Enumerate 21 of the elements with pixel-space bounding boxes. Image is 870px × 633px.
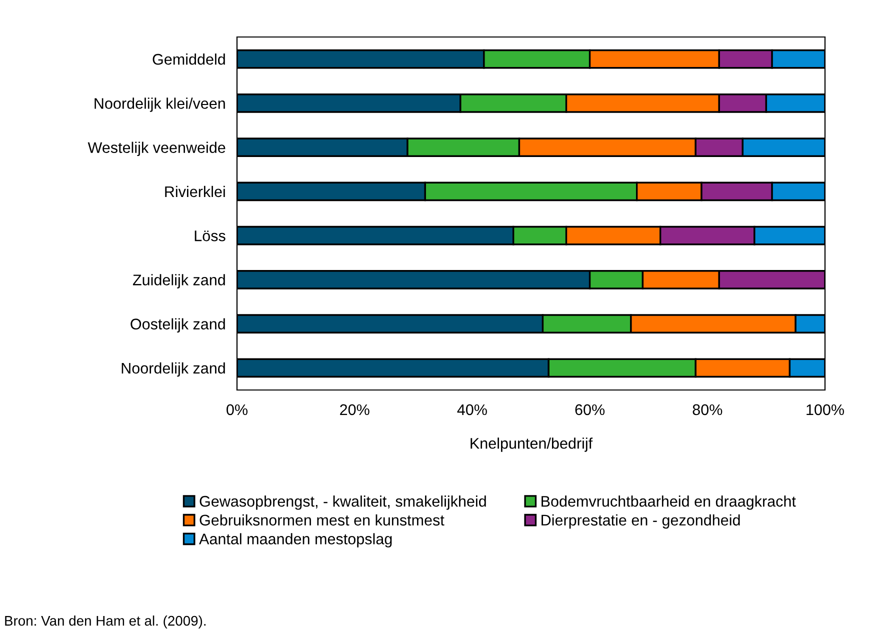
y-tick-label: Noordelijk zand <box>122 362 225 377</box>
text: Bron: Van den Ham et al. (2009). <box>5 616 206 628</box>
legend-label: Aantal maanden mestopslag <box>199 533 392 548</box>
y-tick-label: Löss <box>194 230 226 242</box>
x-tick-label: 80% <box>692 404 722 416</box>
y-tick-label: Gemiddeld <box>152 54 225 65</box>
x-axis-title: Knelpunten/bedrijf <box>470 438 593 452</box>
x-tick-label: 100% <box>806 404 844 416</box>
y-tick-label: Noordelijk klei/veen <box>94 98 225 112</box>
legend-label: Gewasopbrengst, - kwaliteit, smakelijkheid <box>200 496 486 510</box>
y-tick-label: Westelijk veenweide <box>88 142 226 156</box>
legend-label: Bodemvruchtbaarheid en draagkracht <box>542 496 796 510</box>
legend-label: Dierprestatie en - gezondheid <box>542 514 740 529</box>
y-tick-label: Oostelijk zand <box>130 318 225 333</box>
y-tick-label: Zuidelijk zand <box>132 274 225 288</box>
legend-label: Gebruiksnormen mest en kunstmest <box>200 514 444 526</box>
x-tick-label: 60% <box>575 404 605 416</box>
y-tick-label: Rivierklei <box>165 186 225 198</box>
x-tick-label: 40% <box>457 404 487 416</box>
x-tick-label: 0% <box>226 404 248 416</box>
x-tick-label: 20% <box>340 404 370 416</box>
